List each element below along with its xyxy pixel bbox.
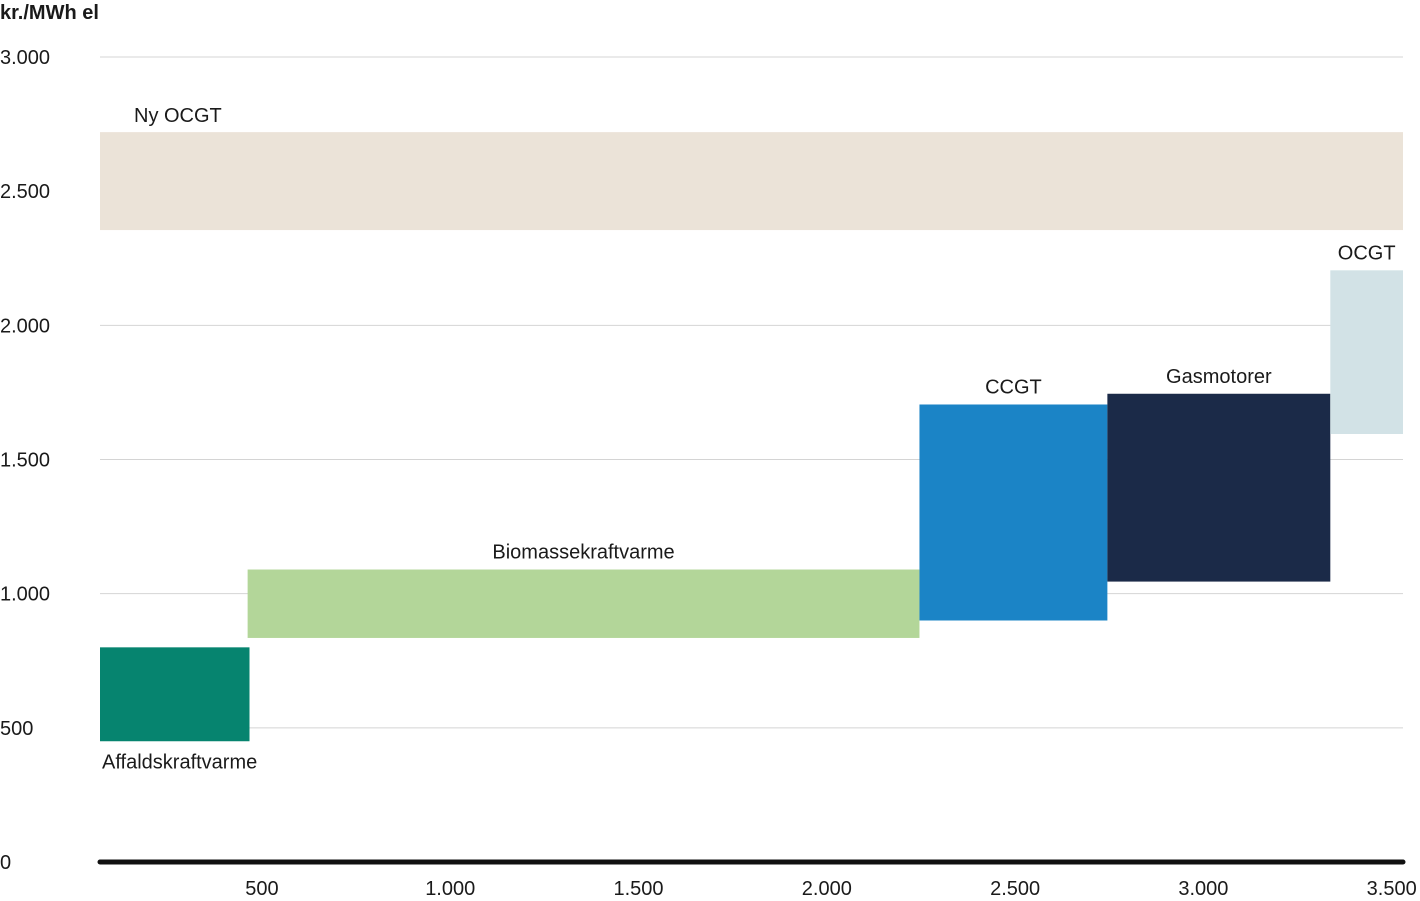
bar-labels: Ny OCGT Affaldskraftvarme Biomassekraftvar… xyxy=(102,105,1396,773)
bar-affaldskraftvarme xyxy=(100,647,250,742)
bar-label: Affaldskraftvarme xyxy=(102,751,257,773)
bar-label: CCGT xyxy=(985,376,1042,398)
y-axis-label: kr./MWh el xyxy=(0,2,99,24)
x-tick-label: 500 xyxy=(245,878,278,900)
x-tick-label: 3.500 xyxy=(1367,878,1417,900)
y-tick-label: 500 xyxy=(0,718,33,740)
y-tick-label: 3.000 xyxy=(0,47,50,69)
y-tick-labels: 0 500 1.000 1.500 2.000 2.500 3.000 xyxy=(0,47,50,874)
bar-ny-ocgt xyxy=(100,132,1403,231)
y-tick-label: 0 xyxy=(0,852,11,874)
x-tick-label: 1.000 xyxy=(425,878,475,900)
bar-ccgt xyxy=(919,404,1108,621)
bar-ocgt xyxy=(1330,270,1403,435)
y-tick-label: 1.000 xyxy=(0,584,50,606)
bar-label: Ny OCGT xyxy=(134,105,222,127)
x-tick-label: 1.500 xyxy=(613,878,663,900)
bar-biomassekraftvarme xyxy=(247,569,920,638)
x-tick-label: 2.000 xyxy=(802,878,852,900)
x-tick-label: 2.500 xyxy=(990,878,1040,900)
bar-label: Biomassekraftvarme xyxy=(492,542,674,564)
y-tick-label: 2.000 xyxy=(0,315,50,337)
bars xyxy=(100,132,1403,742)
x-tick-label: 3.000 xyxy=(1178,878,1228,900)
bar-gasmotorer xyxy=(1107,393,1331,582)
bar-label: OCGT xyxy=(1338,242,1396,264)
y-tick-label: 2.500 xyxy=(0,181,50,203)
bar-label: Gasmotorer xyxy=(1166,366,1272,388)
y-tick-label: 1.500 xyxy=(0,450,50,472)
x-tick-labels: 500 1.000 1.500 2.000 2.500 3.000 3.500 xyxy=(245,878,1416,900)
